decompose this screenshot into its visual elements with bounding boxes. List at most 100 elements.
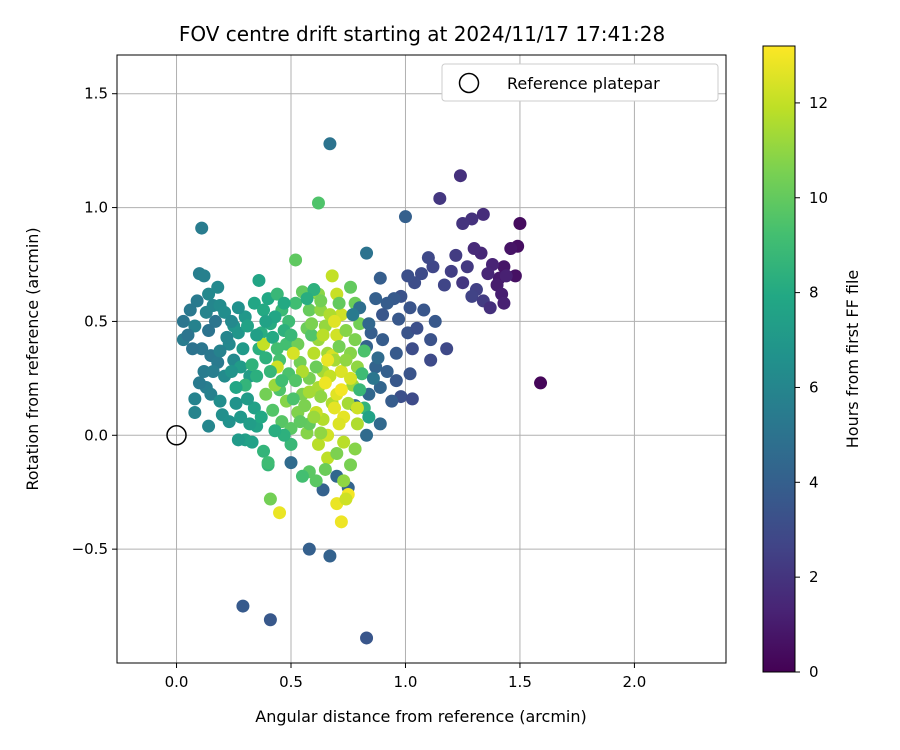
reference-marker <box>166 425 187 446</box>
data-point <box>181 328 195 342</box>
data-point <box>344 371 358 385</box>
colorbar-tick-label: 4 <box>809 473 819 491</box>
data-point <box>307 410 321 424</box>
data-point <box>369 292 383 306</box>
x-tick-label: 1.5 <box>508 673 532 691</box>
data-point <box>323 137 337 151</box>
data-point <box>424 353 438 367</box>
data-point <box>259 314 273 328</box>
data-point <box>476 207 490 221</box>
data-point <box>403 301 417 315</box>
data-point <box>241 392 254 406</box>
data-point <box>188 406 202 420</box>
data-point <box>314 390 328 404</box>
data-point <box>245 435 259 449</box>
reference-point <box>166 425 187 446</box>
data-point <box>197 365 211 379</box>
y-tick-label: 1.5 <box>84 85 108 103</box>
data-point <box>284 456 298 470</box>
data-point <box>318 376 332 390</box>
colorbar-ticks: 0 2 4 6 8 10 12 <box>795 94 828 681</box>
data-point <box>456 276 470 290</box>
x-tick-label: 0.0 <box>165 673 189 691</box>
data-point <box>218 305 232 319</box>
data-point <box>231 433 245 447</box>
data-point <box>444 264 458 278</box>
data-point <box>295 469 309 483</box>
data-point <box>401 269 415 283</box>
data-point <box>405 342 419 356</box>
data-point <box>405 392 419 406</box>
data-point <box>316 483 330 497</box>
data-point <box>309 474 323 488</box>
data-point <box>334 365 348 379</box>
data-point <box>339 324 353 338</box>
data-point <box>497 296 511 310</box>
data-point <box>188 392 202 406</box>
data-point <box>328 401 341 415</box>
data-point <box>208 314 222 328</box>
data-point <box>334 383 348 397</box>
data-point <box>192 376 206 390</box>
data-point <box>183 303 197 317</box>
data-point <box>275 374 289 388</box>
y-tick-label: 0.0 <box>84 426 108 444</box>
chart-title: FOV centre drift starting at 2024/11/17 … <box>179 22 665 46</box>
colorbar-tick-label: 2 <box>809 568 819 586</box>
data-point <box>437 278 451 292</box>
data-point <box>332 296 346 310</box>
data-point <box>270 287 284 301</box>
data-point <box>229 396 243 410</box>
x-tick-label: 0.5 <box>279 673 303 691</box>
data-point <box>403 367 417 381</box>
data-point <box>481 267 495 281</box>
x-tick-label: 1.0 <box>394 673 418 691</box>
data-point <box>371 351 385 365</box>
data-point <box>428 314 442 328</box>
colorbar-tick-label: 0 <box>809 663 819 681</box>
data-point <box>350 401 364 415</box>
data-point <box>360 428 374 442</box>
data-point <box>353 317 367 331</box>
data-point <box>318 462 332 476</box>
data-point <box>268 424 282 438</box>
data-point <box>300 292 314 306</box>
data-point <box>250 328 264 342</box>
data-point <box>195 342 209 356</box>
data-point <box>295 365 309 379</box>
colorbar-gradient <box>762 45 796 673</box>
data-point <box>311 196 325 210</box>
legend-entry-reference: Reference platepar <box>507 74 660 93</box>
data-point <box>348 333 362 347</box>
y-tick-label: 1.0 <box>84 199 108 217</box>
legend-marker-reference <box>458 72 480 94</box>
data-point <box>266 330 280 344</box>
data-point <box>224 365 238 379</box>
data-point <box>433 191 447 205</box>
data-point <box>330 447 344 461</box>
plot-area <box>116 54 727 664</box>
data-point <box>186 342 200 356</box>
data-point <box>360 246 374 260</box>
data-point <box>328 314 341 328</box>
x-axis-label: Angular distance from reference (arcmin) <box>255 707 586 726</box>
data-point <box>424 333 438 347</box>
data-point <box>236 599 250 613</box>
data-point <box>305 328 319 342</box>
colorbar-tick-label: 6 <box>809 378 819 396</box>
data-point <box>263 613 277 627</box>
data-point <box>261 456 275 470</box>
data-point <box>222 415 236 429</box>
data-point <box>307 346 321 360</box>
legend: Reference platepar <box>441 63 719 102</box>
data-point <box>534 376 548 390</box>
data-point <box>385 394 399 408</box>
data-point <box>245 358 259 372</box>
data-point <box>176 314 190 328</box>
data-point <box>311 437 325 451</box>
data-point <box>289 374 303 388</box>
data-point <box>321 353 335 367</box>
data-point <box>247 401 261 415</box>
data-point <box>415 267 428 281</box>
